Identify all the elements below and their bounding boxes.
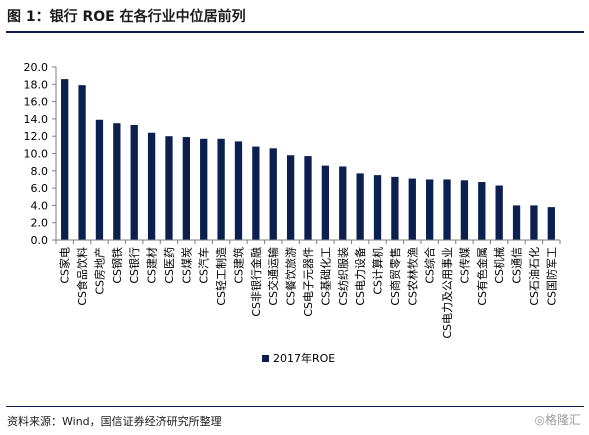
- bar: [460, 180, 469, 240]
- x-tick-label: CS家电: [58, 247, 72, 284]
- x-tick-label: CS交通运输: [266, 247, 280, 306]
- x-tick-label: CS食品饮料: [75, 247, 89, 306]
- y-tick-label: 6.0: [31, 182, 49, 195]
- bar: [530, 205, 538, 240]
- bar: [130, 124, 138, 240]
- x-tick-label: CS轻工制造: [214, 247, 228, 306]
- legend-label: 2017年ROE: [273, 351, 335, 365]
- x-tick-label: CS房地产: [92, 247, 106, 295]
- bar: [234, 141, 243, 240]
- source-note: 资料来源：Wind，国信证券经济研究所整理: [7, 415, 222, 428]
- x-tick-label: CS通信: [511, 247, 524, 284]
- bar: [113, 123, 121, 240]
- bars: [61, 79, 555, 241]
- bar: [512, 205, 521, 240]
- x-tick-label: CS钢铁: [111, 247, 124, 284]
- bar: [200, 138, 208, 240]
- x-tick-label: CS基础化工: [318, 247, 332, 306]
- x-tick-label: CS计算机: [371, 247, 385, 295]
- x-tick-label: CS综合: [423, 247, 437, 284]
- x-tick-label: CS煤炭: [180, 247, 193, 284]
- y-tick-label: 16.0: [24, 96, 49, 109]
- bar: [391, 176, 399, 240]
- x-tick-labels: CS家电 CS食品饮料 CS房地产 CS钢铁 CS银行 CS建材 CS医药 CS煤炭 CS汽车 C…: [58, 247, 559, 339]
- x-tick-label: CS汽车: [197, 247, 211, 284]
- y-tick-label: 10.0: [24, 148, 49, 161]
- x-tick-label: CS机械: [492, 247, 506, 284]
- bar: [408, 178, 416, 240]
- bar: [147, 132, 156, 240]
- title-divider: [6, 31, 584, 33]
- bar: [547, 207, 555, 240]
- y-tick-label: 18.0: [24, 78, 49, 91]
- x-tick-label: CS银行: [127, 247, 141, 284]
- x-tick-label: CS电子元器件: [302, 247, 315, 317]
- y-tick-label: 14.0: [24, 113, 49, 126]
- x-tick-label: CS医药: [163, 247, 176, 284]
- source-divider: [6, 406, 584, 407]
- y-tick-label: 0.0: [31, 234, 49, 247]
- watermark: ◎格隆汇: [534, 413, 581, 427]
- legend-swatch: [262, 355, 269, 362]
- y-axis: [52, 66, 57, 241]
- bar: [339, 166, 347, 240]
- bar: [478, 182, 486, 240]
- x-tick-label: CS有色金属: [475, 247, 489, 306]
- bar: [304, 156, 312, 240]
- x-tick-label: CS商贸零售: [388, 247, 402, 306]
- bar: [286, 155, 295, 240]
- x-tick-label: CS国防军工: [544, 247, 558, 306]
- y-tick-label: 2.0: [31, 217, 49, 230]
- bar: [269, 148, 277, 240]
- x-tick-label: CS建材: [145, 247, 159, 284]
- bar: [61, 79, 69, 240]
- chart-title: 图 1：银行 ROE 在各行业中位居前列: [7, 9, 246, 25]
- y-tick-label: 8.0: [31, 165, 49, 178]
- bar: [443, 179, 451, 240]
- bar: [495, 185, 503, 240]
- bar-chart: 0.02.04.06.08.010.012.014.016.018.020.0 …: [24, 61, 561, 365]
- x-axis: [55, 239, 561, 244]
- y-tick-label: 4.0: [31, 199, 49, 212]
- bar: [165, 136, 173, 240]
- bar: [217, 138, 225, 240]
- x-tick-label: CS石油石化: [527, 247, 541, 306]
- bar: [321, 165, 330, 240]
- x-tick-label: CS传媒: [458, 247, 471, 284]
- x-tick-label: CS农林牧渔: [405, 247, 419, 306]
- x-tick-label: CS建筑: [231, 247, 245, 284]
- bar: [95, 119, 104, 240]
- bar: [426, 179, 434, 240]
- y-tick-label: 12.0: [24, 130, 49, 143]
- bar: [373, 175, 382, 241]
- bar: [252, 146, 260, 240]
- legend: 2017年ROE: [262, 351, 335, 365]
- y-tick-labels: 0.0 2.0 4.0 6.0 8.0 10.0 12.0 14.0 16.0 18.0 20.0: [24, 61, 49, 247]
- y-tick-label: 20.0: [24, 61, 49, 74]
- bar: [182, 137, 190, 240]
- x-tick-label: CS纺织服装: [336, 247, 350, 306]
- x-tick-label: CS非银行金融: [249, 247, 263, 317]
- x-tick-label: CS电力及公用事业: [441, 247, 454, 339]
- bar: [356, 173, 364, 240]
- x-tick-label: CS餐饮旅游: [284, 247, 298, 306]
- bar: [78, 85, 86, 240]
- x-tick-label: CS电力设备: [353, 247, 367, 306]
